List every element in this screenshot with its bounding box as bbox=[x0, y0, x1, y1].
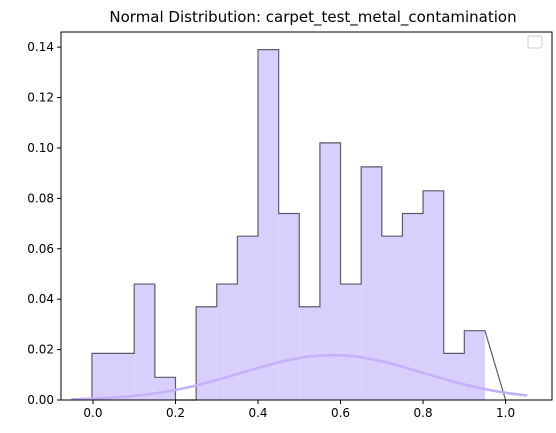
histogram-outline bbox=[91, 49, 507, 401]
y-tick-label: 0.10 bbox=[27, 141, 54, 155]
x-tick-label: 1.0 bbox=[496, 406, 515, 420]
histogram-bin bbox=[402, 213, 424, 400]
histogram-bin bbox=[91, 353, 135, 400]
histogram-bin bbox=[361, 166, 382, 400]
histogram-bin bbox=[216, 284, 238, 400]
y-tick-label: 0.04 bbox=[27, 292, 54, 306]
histogram-bin bbox=[278, 213, 300, 400]
histogram-bin bbox=[299, 306, 320, 400]
y-tick-label: 0.08 bbox=[27, 191, 54, 205]
histogram-bin bbox=[154, 377, 176, 400]
chart-title: Normal Distribution: carpet_test_metal_c… bbox=[109, 8, 516, 27]
x-tick-label: 0.8 bbox=[414, 406, 433, 420]
x-tick-label: 0.2 bbox=[166, 406, 185, 420]
y-tick-label: 0.02 bbox=[27, 343, 54, 357]
x-tick-label: 0.4 bbox=[248, 406, 267, 420]
histogram-bin bbox=[134, 284, 155, 400]
x-tick-label: 0.0 bbox=[83, 406, 102, 420]
histogram-bin bbox=[340, 284, 362, 400]
histogram-bin bbox=[258, 49, 279, 401]
legend-box bbox=[527, 35, 543, 49]
histogram-bin bbox=[237, 236, 259, 400]
histogram-bin bbox=[319, 142, 341, 400]
axes-frame bbox=[60, 31, 553, 401]
y-tick-label: 0.06 bbox=[27, 242, 54, 256]
x-tick-label: 0.6 bbox=[331, 406, 350, 420]
histogram-bin bbox=[443, 353, 465, 400]
normal-fit-curve bbox=[71, 353, 528, 401]
histogram-bin bbox=[196, 306, 217, 400]
y-tick-label: 0.14 bbox=[27, 40, 54, 54]
y-tick-label: 0.12 bbox=[27, 91, 54, 105]
histogram-bin bbox=[423, 190, 444, 400]
y-tick-label: 0.00 bbox=[27, 393, 54, 407]
histogram-bin bbox=[464, 330, 485, 400]
histogram-bin bbox=[381, 236, 403, 400]
